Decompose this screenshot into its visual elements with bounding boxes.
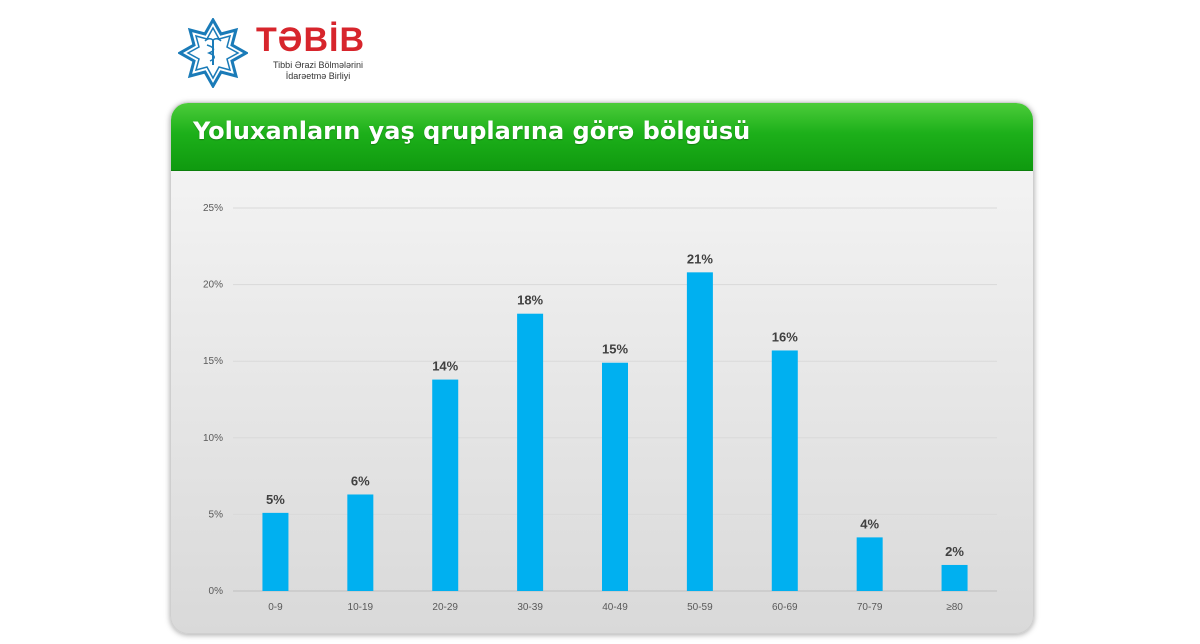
data-label: 18% xyxy=(517,293,543,308)
x-tick-label: 10-19 xyxy=(348,602,374,613)
bar xyxy=(941,564,968,591)
y-tick-label: 0% xyxy=(209,586,224,597)
x-tick-label: ≥80 xyxy=(946,602,963,613)
bar xyxy=(602,362,628,591)
bar xyxy=(856,537,883,591)
y-tick-label: 10% xyxy=(203,433,223,444)
logo-subtitle-line-1: Tibbi Ərazi Bölmələrini xyxy=(273,60,363,70)
x-tick-label: 60-69 xyxy=(772,602,798,613)
bar-chart: 0% 5% 10% 15% 20% 25% 5% 0-9 6% 10-19 14% 20-29 18%… xyxy=(203,203,997,613)
y-tick-label: 15% xyxy=(203,356,223,367)
data-label: 21% xyxy=(687,251,713,266)
data-label: 6% xyxy=(351,473,370,488)
bar xyxy=(347,494,374,591)
x-tick-label: 0-9 xyxy=(268,602,283,613)
bar xyxy=(517,313,544,591)
data-label: 15% xyxy=(602,342,628,357)
bar xyxy=(771,350,798,591)
card-header: Yoluxanların yaş qruplarına görə bölgüsü xyxy=(171,103,1033,171)
bar xyxy=(686,272,713,591)
x-tick-label: 70-79 xyxy=(857,602,883,613)
logo-name: TƏBİB xyxy=(256,21,366,59)
page-title: Yoluxanların yaş qruplarına görə bölgüsü xyxy=(193,117,751,145)
y-tick-label: 20% xyxy=(203,280,223,291)
x-tick-label: 20-29 xyxy=(432,602,458,613)
data-label: 16% xyxy=(772,329,798,344)
x-tick-label: 30-39 xyxy=(517,602,543,613)
bar xyxy=(432,379,459,591)
x-tick-label: 40-49 xyxy=(602,602,628,613)
chart-card: Yoluxanların yaş qruplarına görə bölgüsü… xyxy=(170,102,1034,634)
data-label: 5% xyxy=(266,492,285,507)
bar xyxy=(262,512,289,591)
data-label: 2% xyxy=(945,544,964,559)
y-tick-label: 5% xyxy=(209,509,224,520)
logo-subtitle: Tibbi Ərazi Bölmələrini İdarəetmə Birliy… xyxy=(258,60,378,82)
tebib-emblem-icon xyxy=(178,18,248,88)
x-tick-label: 50-59 xyxy=(687,602,713,613)
data-label: 4% xyxy=(860,516,879,531)
tebib-logo: TƏBİB Tibbi Ərazi Bölmələrini İdarəetmə … xyxy=(178,18,378,92)
logo-subtitle-line-2: İdarəetmə Birliyi xyxy=(285,71,351,81)
data-label: 14% xyxy=(432,359,458,374)
y-tick-label: 25% xyxy=(203,203,223,214)
